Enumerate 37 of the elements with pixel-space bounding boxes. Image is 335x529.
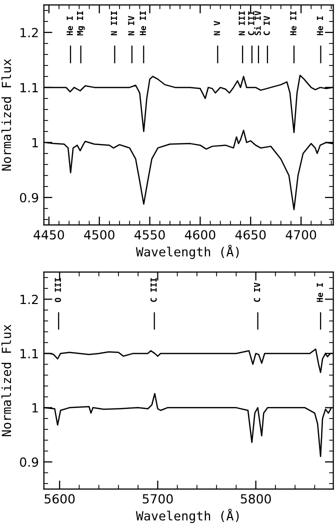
ref-line-label: He II	[290, 11, 296, 36]
y-tick-label: 1.2	[20, 28, 38, 38]
ref-line-label: C IV	[264, 16, 270, 36]
x-tick-label: 4550	[134, 230, 165, 240]
ref-line-label: N III	[238, 11, 245, 36]
ref-line-label: He I	[66, 16, 73, 36]
ref-line-label: He I	[316, 283, 323, 302]
x-tick-label: 4650	[235, 230, 266, 240]
x-tick-label: 4700	[286, 230, 316, 240]
ref-line-label: N V	[214, 20, 220, 36]
x-tick-label: 4450	[34, 230, 64, 240]
ref-line-label: C III	[150, 278, 157, 302]
y-tick-label: 1.1	[20, 349, 38, 358]
ref-line-label: N III	[110, 11, 117, 36]
ref-line-label: Mg II	[77, 11, 85, 36]
y-tick-label: 1.1	[20, 83, 38, 92]
ref-line-label: Si IV	[254, 10, 261, 36]
x-axis-title: Wavelength (Å)	[136, 244, 239, 260]
y-tick-label: 0.9	[20, 457, 38, 467]
ref-line-label: C IV	[254, 282, 260, 302]
y-axis-title: Normalized Flux	[1, 58, 12, 171]
x-tick-label: 5800	[240, 494, 271, 504]
y-axis-title: Normalized Flux	[1, 324, 12, 436]
x-tick-label: 4600	[184, 230, 216, 240]
ref-line-label: He I	[316, 16, 324, 36]
x-tick-label: 5600	[44, 494, 75, 504]
ref-line-label: C III	[248, 11, 254, 36]
x-tick-label: 4500	[84, 230, 114, 240]
y-tick-label: 1	[32, 138, 38, 148]
ref-line-label: O III	[54, 278, 62, 302]
y-tick-label: 1	[32, 403, 38, 412]
x-axis-title: Wavelength (Å)	[136, 508, 239, 524]
x-tick-label: 5700	[142, 494, 173, 504]
ref-line-label: He II	[140, 11, 146, 36]
y-tick-label: 0.9	[20, 192, 38, 202]
y-tick-label: 1.2	[20, 294, 38, 304]
ref-line-label: N IV	[128, 16, 134, 36]
